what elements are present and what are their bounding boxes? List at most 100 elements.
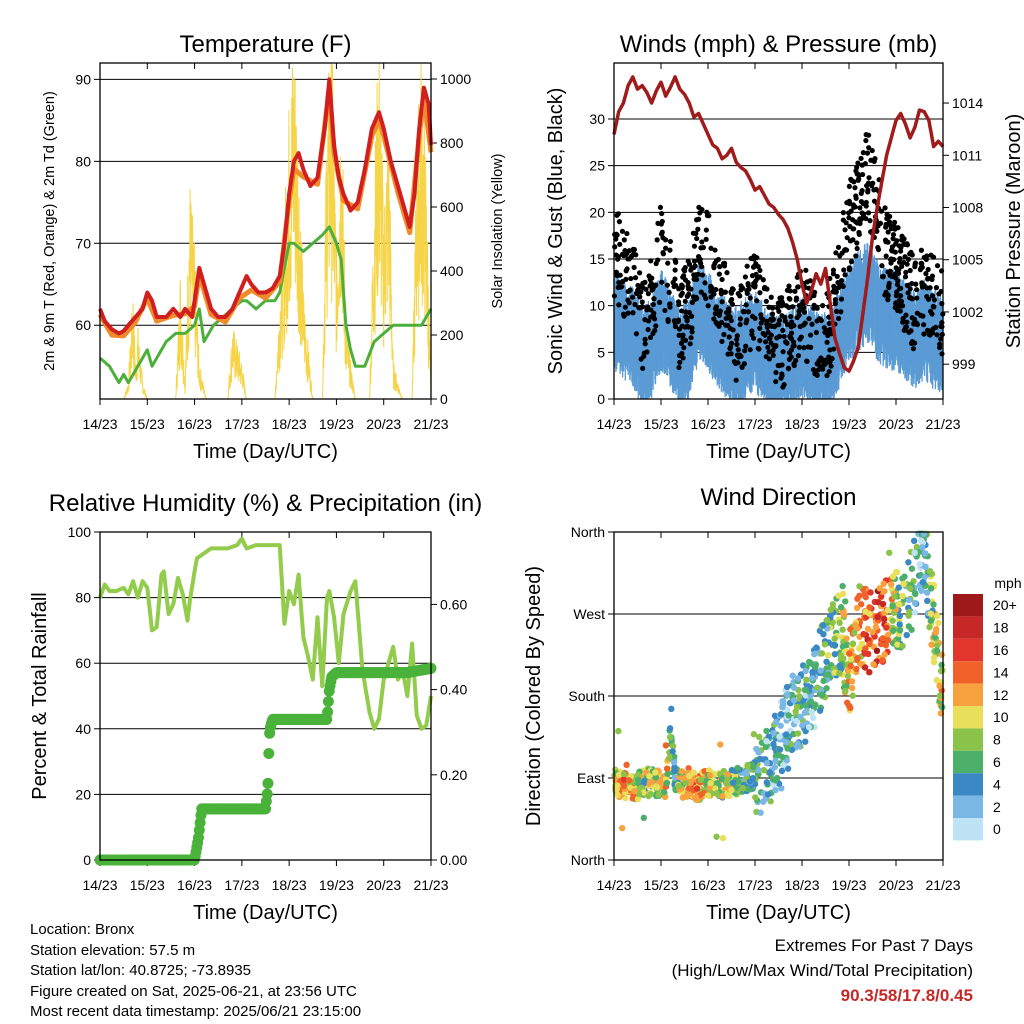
gust-point: [695, 271, 701, 277]
gust-point: [787, 333, 793, 339]
gust-point: [854, 245, 860, 252]
gust-point: [921, 331, 927, 337]
extremes-title: Extremes For Past 7 Days: [774, 936, 973, 955]
gust-point: [868, 157, 874, 163]
direction-point: [824, 651, 832, 659]
gust-point: [848, 208, 854, 214]
gust-point: [616, 302, 622, 308]
direction-point: [821, 641, 829, 648]
gust-point: [662, 307, 668, 314]
direction-point: [899, 642, 906, 650]
gust-point: [757, 338, 763, 344]
precip-point: [263, 748, 275, 760]
gust-point: [700, 244, 706, 251]
gust-point: [679, 308, 685, 314]
direction-point: [663, 779, 671, 787]
gust-point: [814, 304, 820, 310]
direction-point: [910, 537, 918, 544]
direction-point: [903, 631, 910, 639]
gust-point: [625, 256, 631, 262]
gust-point: [741, 361, 747, 367]
direction-point: [866, 669, 873, 676]
gust-point: [681, 267, 687, 273]
y2-tick-label: 800: [440, 135, 464, 151]
direction-point: [935, 619, 942, 627]
gust-point: [754, 298, 760, 304]
gust-point: [616, 219, 623, 225]
gust-point: [888, 257, 894, 263]
direction-point: [778, 785, 785, 792]
gust-point: [779, 299, 785, 305]
direction-point: [814, 684, 821, 691]
direction-point: [686, 772, 693, 780]
gust-point: [828, 363, 834, 369]
gust-point: [693, 230, 699, 237]
gust-point: [779, 313, 785, 319]
direction-point: [839, 626, 846, 633]
direction-point: [750, 731, 758, 738]
direction-point: [823, 685, 830, 692]
gust-point: [631, 264, 637, 271]
direction-point: [881, 588, 888, 595]
direction-point: [854, 654, 861, 662]
gust-point: [624, 230, 630, 237]
gust-point: [766, 349, 772, 355]
gust-point: [667, 247, 673, 253]
x-tick-label: 19/23: [319, 877, 354, 893]
extremes-panel: Extremes For Past 7 Days (High/Low/Max W…: [672, 933, 973, 1008]
direction-point: [771, 712, 779, 719]
gust-point: [699, 272, 706, 278]
x-tick-label: 18/23: [272, 877, 307, 893]
x-tick-label: 14/23: [82, 877, 117, 893]
gust-point: [718, 287, 724, 293]
gust-point: [737, 321, 743, 328]
gust-point: [685, 258, 691, 264]
gust-point: [824, 339, 830, 345]
direction-point: [842, 687, 849, 695]
gust-point: [683, 309, 689, 315]
direction-point: [652, 769, 659, 776]
x-tick-label: 18/23: [272, 416, 307, 432]
y-tick-label: 5: [597, 344, 605, 360]
gust-point: [695, 253, 702, 260]
gust-point: [766, 356, 772, 362]
gust-point: [783, 303, 789, 309]
direction-point: [690, 769, 697, 776]
direction-point: [809, 714, 817, 721]
extremes-values: 90.3/58/17.8/0.45: [840, 986, 973, 1005]
direction-point: [783, 706, 791, 713]
x-tick-label: 16/23: [177, 416, 212, 432]
plot-frame: [99, 531, 432, 861]
gust-point: [771, 324, 778, 330]
gust-point: [684, 315, 690, 321]
direction-point: [750, 763, 757, 771]
gust-point: [633, 331, 640, 337]
gust-point: [897, 300, 903, 306]
gust-point: [914, 295, 920, 301]
gust-point: [770, 305, 776, 311]
direction-point: [844, 667, 851, 674]
gust-point: [790, 343, 796, 349]
gust-point: [887, 213, 893, 220]
x-tick-label: 16/23: [690, 416, 725, 432]
direction-point: [803, 676, 810, 683]
gust-point: [907, 286, 913, 292]
y2-tick-label: 1011: [952, 147, 982, 163]
direction-point: [836, 619, 843, 627]
direction-point: [889, 617, 896, 624]
direction-point: [770, 730, 777, 737]
gust-point: [672, 257, 678, 263]
direction-point: [775, 751, 782, 759]
gust-point: [647, 334, 654, 341]
gust-point: [770, 352, 776, 358]
direction-point: [889, 573, 897, 580]
direction-point: [842, 598, 849, 605]
gust-point: [773, 378, 779, 385]
gust-point: [858, 155, 864, 162]
y2-tick-label: 0: [440, 391, 448, 407]
x-tick-label: 19/23: [831, 877, 866, 893]
gust-point: [910, 346, 916, 352]
gust-point: [791, 362, 797, 369]
gust-point: [713, 257, 720, 264]
y-tick-label: 0: [83, 852, 91, 868]
